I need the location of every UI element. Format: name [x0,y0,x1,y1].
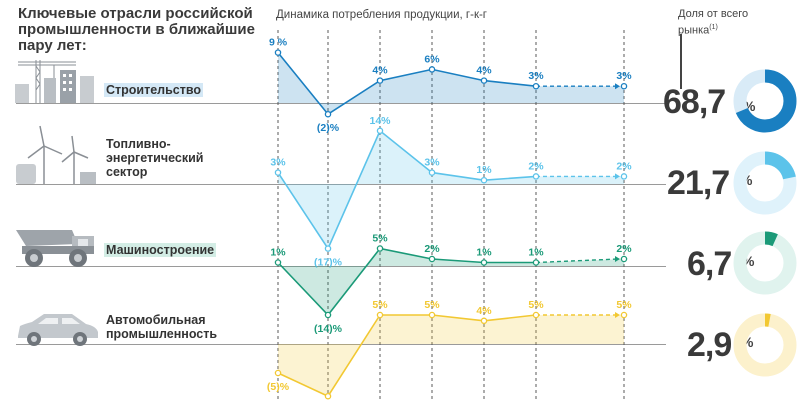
car-icon [18,314,98,346]
data-point-machinery [274,259,282,266]
row-baseline-construction [16,103,666,104]
data-label-energy: 3% [270,157,286,169]
data-label-energy: 2% [528,160,544,172]
donut-track [733,313,797,377]
forecast-arrow-construction [615,83,620,90]
data-label-construction: 4% [372,65,388,77]
data-point-energy [620,173,628,180]
share-value-automotive: 2,9 [687,326,732,364]
data-point-construction [324,110,332,118]
data-point-energy [274,169,282,176]
area-energy [278,130,624,249]
data-point-machinery [324,311,332,319]
line-machinery [277,247,536,317]
data-point-machinery [376,245,384,252]
donut-share-arc [733,231,797,295]
donut-share-arc [733,313,797,377]
share-donut-automotive [733,313,797,377]
data-point-automotive [620,311,628,319]
data-point-construction [428,66,436,73]
data-point-construction [620,82,628,90]
data-label-construction: 9 % [269,37,288,49]
data-label-construction: 6% [424,53,440,65]
data-point-energy [480,176,488,184]
data-label-machinery: (14)% [314,323,343,335]
dynamics-title: Динамика потребления продукции, г-к-г [276,9,487,21]
line-construction [277,52,537,116]
data-point-energy [428,169,436,176]
data-label-energy: 3% [424,157,440,169]
donut-share-arc [733,69,797,133]
row-baseline-machinery [16,266,666,267]
data-point-energy [324,245,332,252]
forecast-arrow-energy [615,173,620,180]
data-label-machinery: 5% [372,233,388,245]
area-automotive [278,315,624,397]
data-label-construction: (2)% [317,122,340,134]
construction-crane-icon [15,60,94,103]
donut-share-arc [733,151,797,215]
data-label-automotive: (5)% [267,381,290,393]
data-point-machinery [532,259,540,266]
dump-truck-icon [16,230,94,267]
data-label-energy: 1% [476,164,492,176]
share-footnote: (1) [709,24,718,31]
data-point-construction [376,77,384,84]
sector-label-construction: Строительство [104,83,204,97]
sector-label-automotive: Автомобильная промышленность [104,313,238,341]
share-value-construction: 68,7 [663,83,726,121]
data-label-energy: (17)% [314,257,343,269]
forecast-arrow-automotive [615,312,620,318]
share-pointer [680,34,682,89]
page-title: Ключевые отрасли российской промышленнос… [18,5,255,54]
share-title-text: Доля от всего рынка [678,8,749,37]
data-label-machinery: 1% [270,247,286,259]
share-donut-construction [733,69,797,133]
area-construction [278,52,624,115]
data-label-construction: 3% [616,70,632,82]
data-point-machinery [480,259,488,266]
data-point-energy [532,173,540,180]
data-label-automotive: 5% [372,299,388,311]
share-title: Доля от всего рынка(1) [678,8,778,38]
line-energy [277,129,537,251]
data-label-energy: 14% [369,115,391,127]
data-point-energy [376,127,384,135]
data-label-machinery: 1% [476,247,492,259]
wind-turbine-icon [16,125,96,184]
data-point-automotive [376,311,384,319]
share-donut-energy [733,151,797,215]
row-baseline-automotive [16,344,666,345]
data-label-machinery: 2% [424,243,440,255]
data-label-automotive: 4% [476,305,492,317]
data-point-automotive [532,311,540,319]
row-baseline-energy [16,184,666,185]
forecast-arrow-machinery [615,256,620,262]
data-point-construction [274,49,282,56]
share-donut-machinery [733,231,797,295]
data-label-construction: 3% [528,70,544,82]
data-label-construction: 4% [476,65,492,77]
data-label-energy: 2% [616,160,632,172]
data-point-machinery [428,255,436,263]
data-point-automotive [428,311,436,319]
data-label-automotive: 5% [616,299,632,311]
data-point-construction [532,82,540,90]
data-point-automotive [324,392,332,400]
data-point-construction [480,77,488,84]
data-point-automotive [480,317,488,325]
data-point-automotive [274,369,282,377]
sector-label-energy: Топливно-энергетический сектор [104,137,218,179]
sector-label-machinery: Машиностроение [104,243,217,257]
data-label-automotive: 5% [424,299,440,311]
data-label-machinery: 1% [528,247,544,259]
line-automotive [277,314,537,398]
donut-track [733,231,797,295]
share-value-machinery: 6,7 [687,245,732,283]
share-value-energy: 21,7 [667,164,730,202]
data-point-machinery [620,255,628,263]
data-label-automotive: 5% [528,299,544,311]
data-label-machinery: 2% [616,243,632,255]
